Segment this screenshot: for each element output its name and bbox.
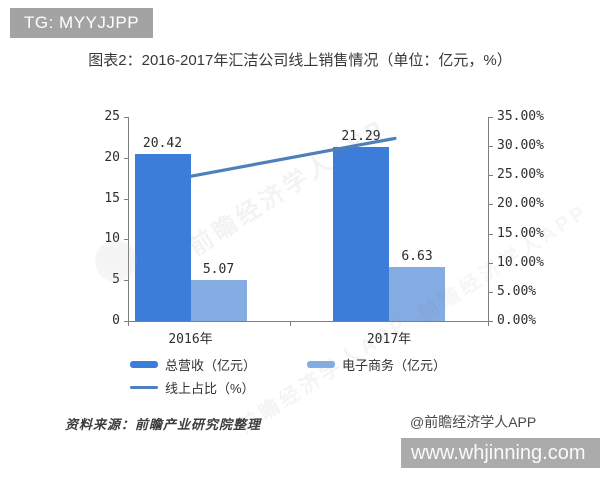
source-note: 资料来源：前瞻产业研究院整理 <box>65 417 262 432</box>
legend-label: 电子商务（亿元） <box>342 358 447 373</box>
bar-revenue-0 <box>134 154 191 321</box>
y-axis-right-tick-label: 30.00% <box>497 138 544 154</box>
legend-item-online-ratio: 线上占比（%） <box>130 378 255 397</box>
y-axis-left-tick-label: 20 <box>104 149 120 165</box>
x-axis-label: 2017年 <box>366 332 412 347</box>
y-axis-left <box>128 117 129 321</box>
y-axis-left-tick-label: 0 <box>112 313 120 328</box>
y-axis-left-tick <box>124 157 128 159</box>
x-axis-tick <box>128 322 129 326</box>
bar-ecommerce-0 <box>190 279 247 321</box>
chart-title-text: 图表2：2016-2017年汇洁公司线上销售情况（单位：亿元，%） <box>88 52 512 69</box>
bar-value-label: 21.29 <box>341 129 381 145</box>
y-axis-right-tick <box>489 117 493 118</box>
channel-badge: TG: MYYJJPP <box>10 8 154 38</box>
legend-label: 总营收（亿元） <box>165 358 257 373</box>
y-axis-left-tick-label: 15 <box>104 190 120 206</box>
y-axis-left-tick-label: 5 <box>112 272 120 288</box>
y-axis-left-tick <box>124 239 128 241</box>
legend-swatch-revenue <box>130 361 158 368</box>
x-axis-tick <box>488 322 489 326</box>
bar-value-label: 6.63 <box>401 248 433 264</box>
y-axis-left-tick-label: 25 <box>104 109 120 124</box>
y-axis-right-tick-label: 5.00% <box>497 283 537 299</box>
x-axis-label: 2016年 <box>168 332 213 347</box>
y-axis-left-tick <box>124 321 128 322</box>
y-axis-right-tick-label: 25.00% <box>497 167 544 183</box>
x-axis-tick <box>289 322 291 326</box>
legend-item-revenue: 总营收（亿元） <box>130 355 256 374</box>
y-axis-right-tick <box>489 146 493 148</box>
y-axis-right-tick <box>489 233 493 235</box>
y-axis-right-tick-label: 10.00% <box>497 254 544 270</box>
x-axis <box>128 321 489 322</box>
brand-handle: @前瞻经济学人APP <box>410 414 537 430</box>
legend-label: 线上占比（%） <box>165 381 255 396</box>
y-axis-right-tick <box>489 262 493 264</box>
y-axis-right-tick <box>489 175 493 177</box>
watermark-url-bar: www.whjinning.com <box>401 438 600 468</box>
y-axis-right-tick <box>489 204 493 206</box>
bar-revenue-1 <box>333 147 389 321</box>
y-axis-left-tick <box>124 280 128 282</box>
y-axis-left-tick-label: 10 <box>104 231 120 247</box>
bar-value-label: 5.07 <box>202 261 235 277</box>
chart-title: 图表2：2016-2017年汇洁公司线上销售情况（单位：亿元，%） <box>0 51 600 71</box>
y-axis-right-tick-label: 35.00% <box>497 109 544 124</box>
y-axis-right-tick-label: 15.00% <box>497 225 544 241</box>
y-axis-right <box>488 117 489 321</box>
legend-swatch-online-ratio <box>130 386 158 389</box>
legend-item-ecommerce: 电子商务（亿元） <box>307 355 446 374</box>
y-axis-right-tick-label: 0.00% <box>497 313 537 328</box>
y-axis-left-tick <box>124 198 128 200</box>
bar-value-label: 20.42 <box>142 136 183 152</box>
y-axis-right-tick-label: 20.00% <box>497 196 544 212</box>
y-axis-left-tick <box>124 117 128 118</box>
legend-swatch-ecommerce <box>307 361 335 368</box>
bar-ecommerce-1 <box>389 266 445 321</box>
y-axis-right-tick <box>489 291 493 293</box>
y-axis-right-tick <box>489 321 493 322</box>
